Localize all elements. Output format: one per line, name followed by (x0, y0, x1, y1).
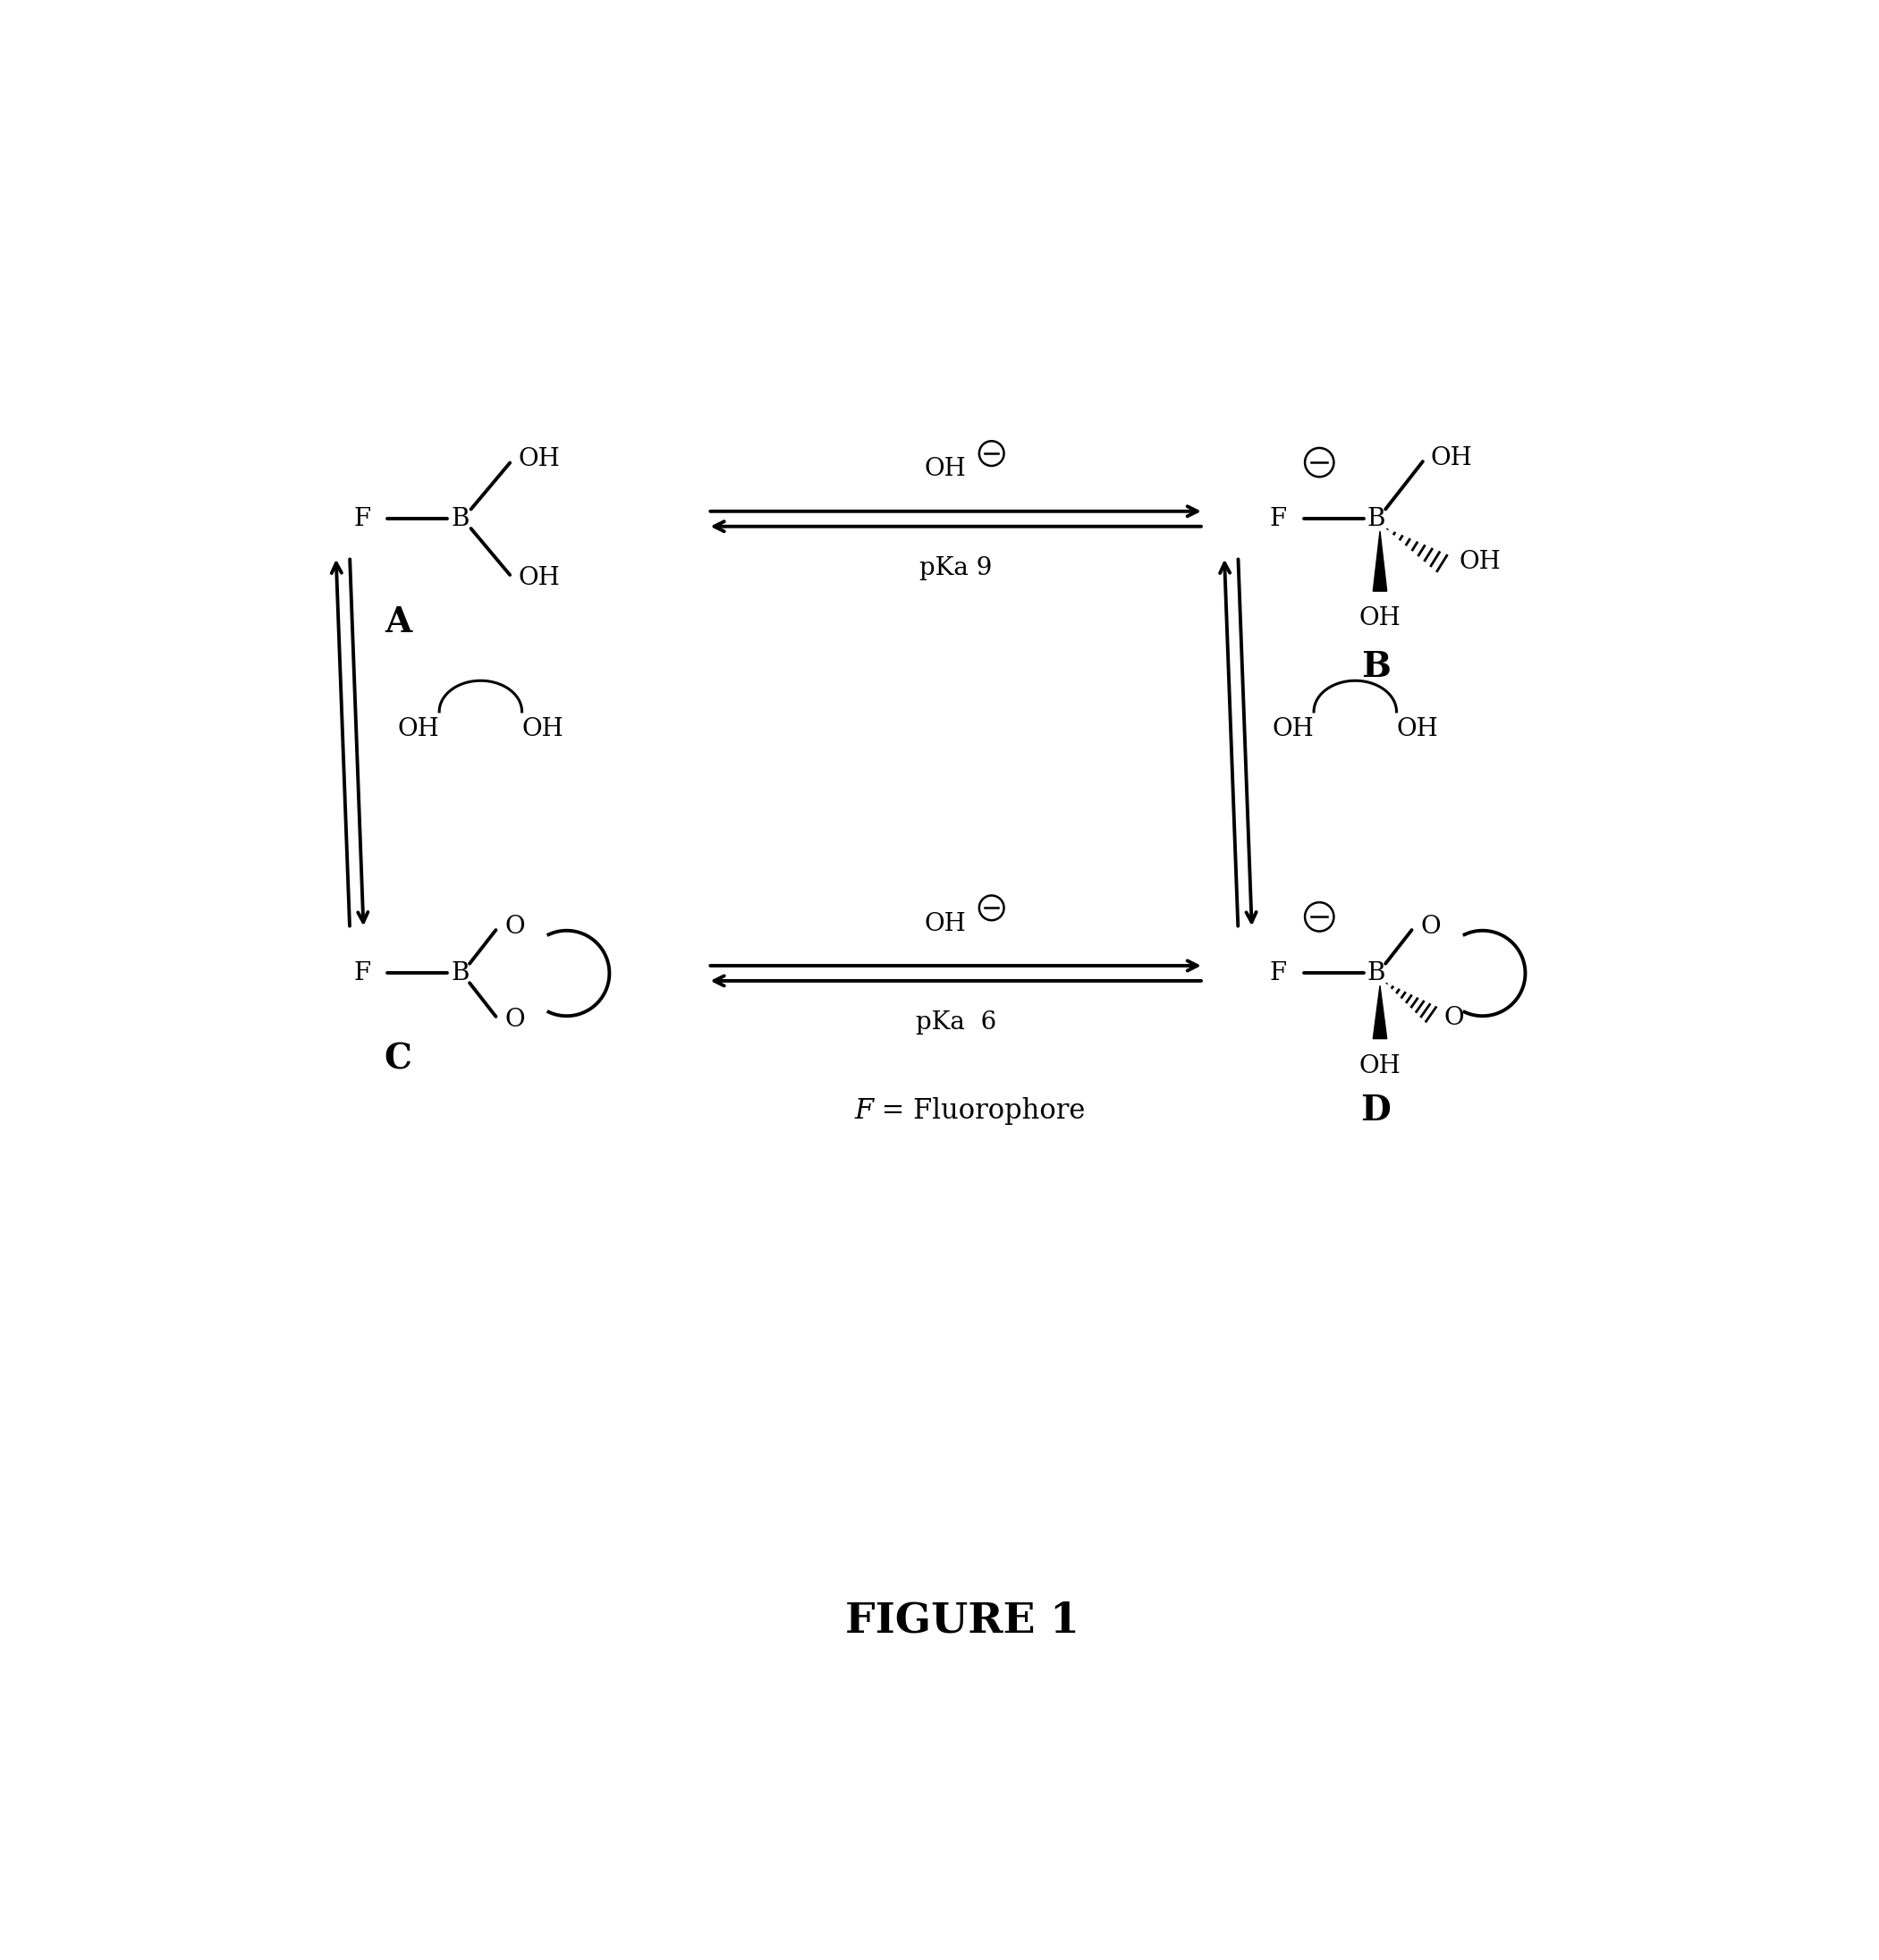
Text: O: O (1421, 915, 1441, 939)
Polygon shape (1374, 986, 1387, 1039)
Text: OH: OH (924, 457, 966, 482)
Text: OH: OH (1430, 447, 1473, 470)
Text: OH: OH (1359, 1054, 1402, 1078)
Text: B: B (451, 508, 470, 531)
Text: F: F (855, 1098, 874, 1125)
Text: OH: OH (924, 911, 966, 935)
Text: = Fluorophore: = Fluorophore (874, 1098, 1086, 1125)
Text: pKa 9: pKa 9 (919, 557, 992, 580)
Text: B: B (1366, 960, 1385, 986)
Text: OH: OH (1359, 608, 1402, 631)
Text: A: A (385, 606, 412, 639)
Text: F: F (353, 960, 370, 986)
Text: O: O (1445, 1005, 1464, 1031)
Text: OH: OH (519, 447, 560, 472)
Text: OH: OH (1458, 551, 1501, 574)
Text: OH: OH (1272, 717, 1313, 741)
Text: O: O (505, 915, 526, 939)
Text: C: C (383, 1043, 412, 1076)
Text: O: O (505, 1007, 526, 1033)
Text: F: F (1270, 960, 1287, 986)
Text: B: B (1360, 651, 1390, 684)
Text: B: B (1366, 508, 1385, 531)
Text: F: F (1270, 508, 1287, 531)
Text: pKa  6: pKa 6 (915, 1011, 996, 1035)
Text: OH: OH (519, 566, 560, 590)
Text: OH: OH (522, 717, 564, 741)
Text: D: D (1360, 1094, 1390, 1127)
Text: B: B (451, 960, 470, 986)
Text: F: F (353, 508, 370, 531)
Text: FIGURE 1: FIGURE 1 (846, 1599, 1080, 1641)
Text: OH: OH (1396, 717, 1437, 741)
Text: OH: OH (398, 717, 440, 741)
Polygon shape (1374, 531, 1387, 592)
